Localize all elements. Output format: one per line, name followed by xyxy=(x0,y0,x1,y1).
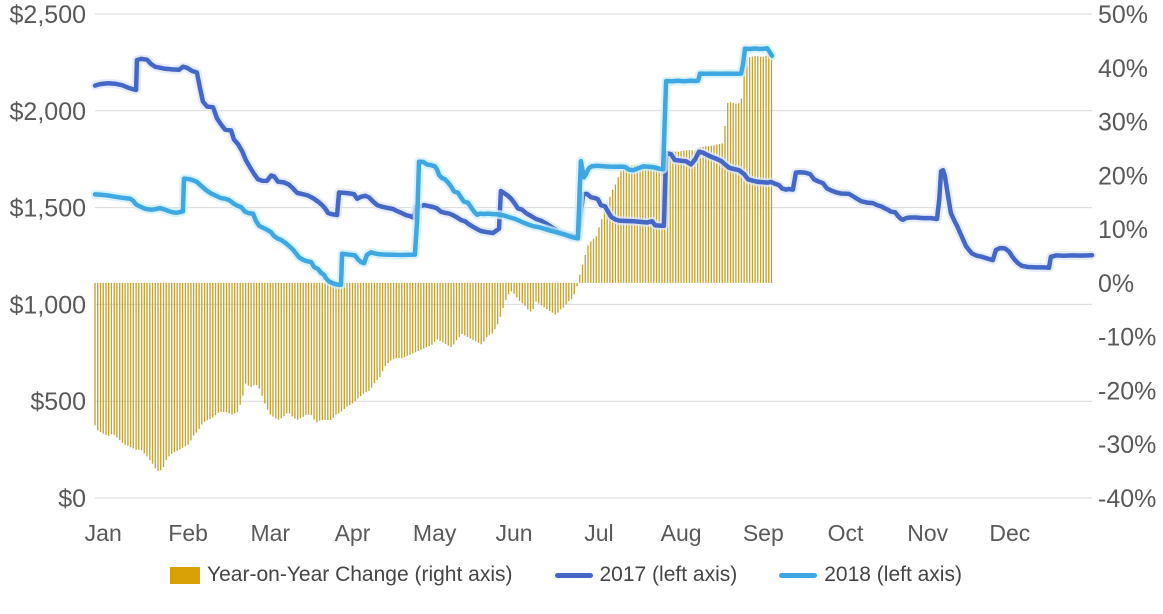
month-tick: Dec xyxy=(989,520,1030,546)
month-tick: Jun xyxy=(496,520,533,546)
left-axis-tick: $500 xyxy=(30,388,86,416)
legend-label: 2018 (left axis) xyxy=(824,563,962,586)
legend-item-2017: 2017 (left axis) xyxy=(554,563,738,587)
right-axis-tick: 10% xyxy=(1098,216,1148,244)
right-axis-tick: 20% xyxy=(1098,162,1148,190)
month-tick: Sep xyxy=(743,520,784,546)
month-tick: Apr xyxy=(335,520,371,546)
month-tick: Jan xyxy=(85,520,122,546)
month-tick: Oct xyxy=(828,520,864,546)
right-axis-tick: -40% xyxy=(1098,485,1156,513)
right-axis-tick: 40% xyxy=(1098,55,1148,83)
line-2018 xyxy=(92,46,775,288)
month-tick: Nov xyxy=(907,520,948,546)
right-axis-tick: -20% xyxy=(1098,377,1156,405)
yoy-change-bars xyxy=(94,54,773,472)
month-tick: Jul xyxy=(584,520,613,546)
month-tick: Feb xyxy=(168,520,208,546)
month-tick: Aug xyxy=(661,520,702,546)
left-axis-tick: $0 xyxy=(58,485,86,513)
left-axis-tick: $1,000 xyxy=(10,291,86,319)
left-axis-tick: $1,500 xyxy=(10,195,86,223)
legend-item-yoy-change: Year-on-Year Change (right axis) xyxy=(170,563,513,587)
left-axis-tick: $2,000 xyxy=(10,98,86,126)
chart-legend: Year-on-Year Change (right axis) 2017 (l… xyxy=(95,563,1092,587)
line-2017-swatch-icon xyxy=(554,572,593,578)
left-axis-tick: $2,500 xyxy=(10,1,86,29)
yoy-bars-swatch-icon xyxy=(170,566,201,584)
line-2018-swatch-icon xyxy=(779,572,818,578)
legend-item-2018: 2018 (left axis) xyxy=(779,563,962,587)
legend-label: 2017 (left axis) xyxy=(599,563,738,586)
right-axis-tick: -10% xyxy=(1098,324,1156,352)
right-axis-tick: 30% xyxy=(1098,109,1148,137)
right-axis-tick: -30% xyxy=(1098,431,1156,459)
legend-label: Year-on-Year Change (right axis) xyxy=(207,563,513,586)
month-tick: May xyxy=(413,520,457,546)
month-tick: Mar xyxy=(250,520,290,546)
line-2017 xyxy=(92,56,1095,271)
right-axis-tick: 0% xyxy=(1098,270,1134,298)
right-axis-tick: 50% xyxy=(1098,1,1148,29)
